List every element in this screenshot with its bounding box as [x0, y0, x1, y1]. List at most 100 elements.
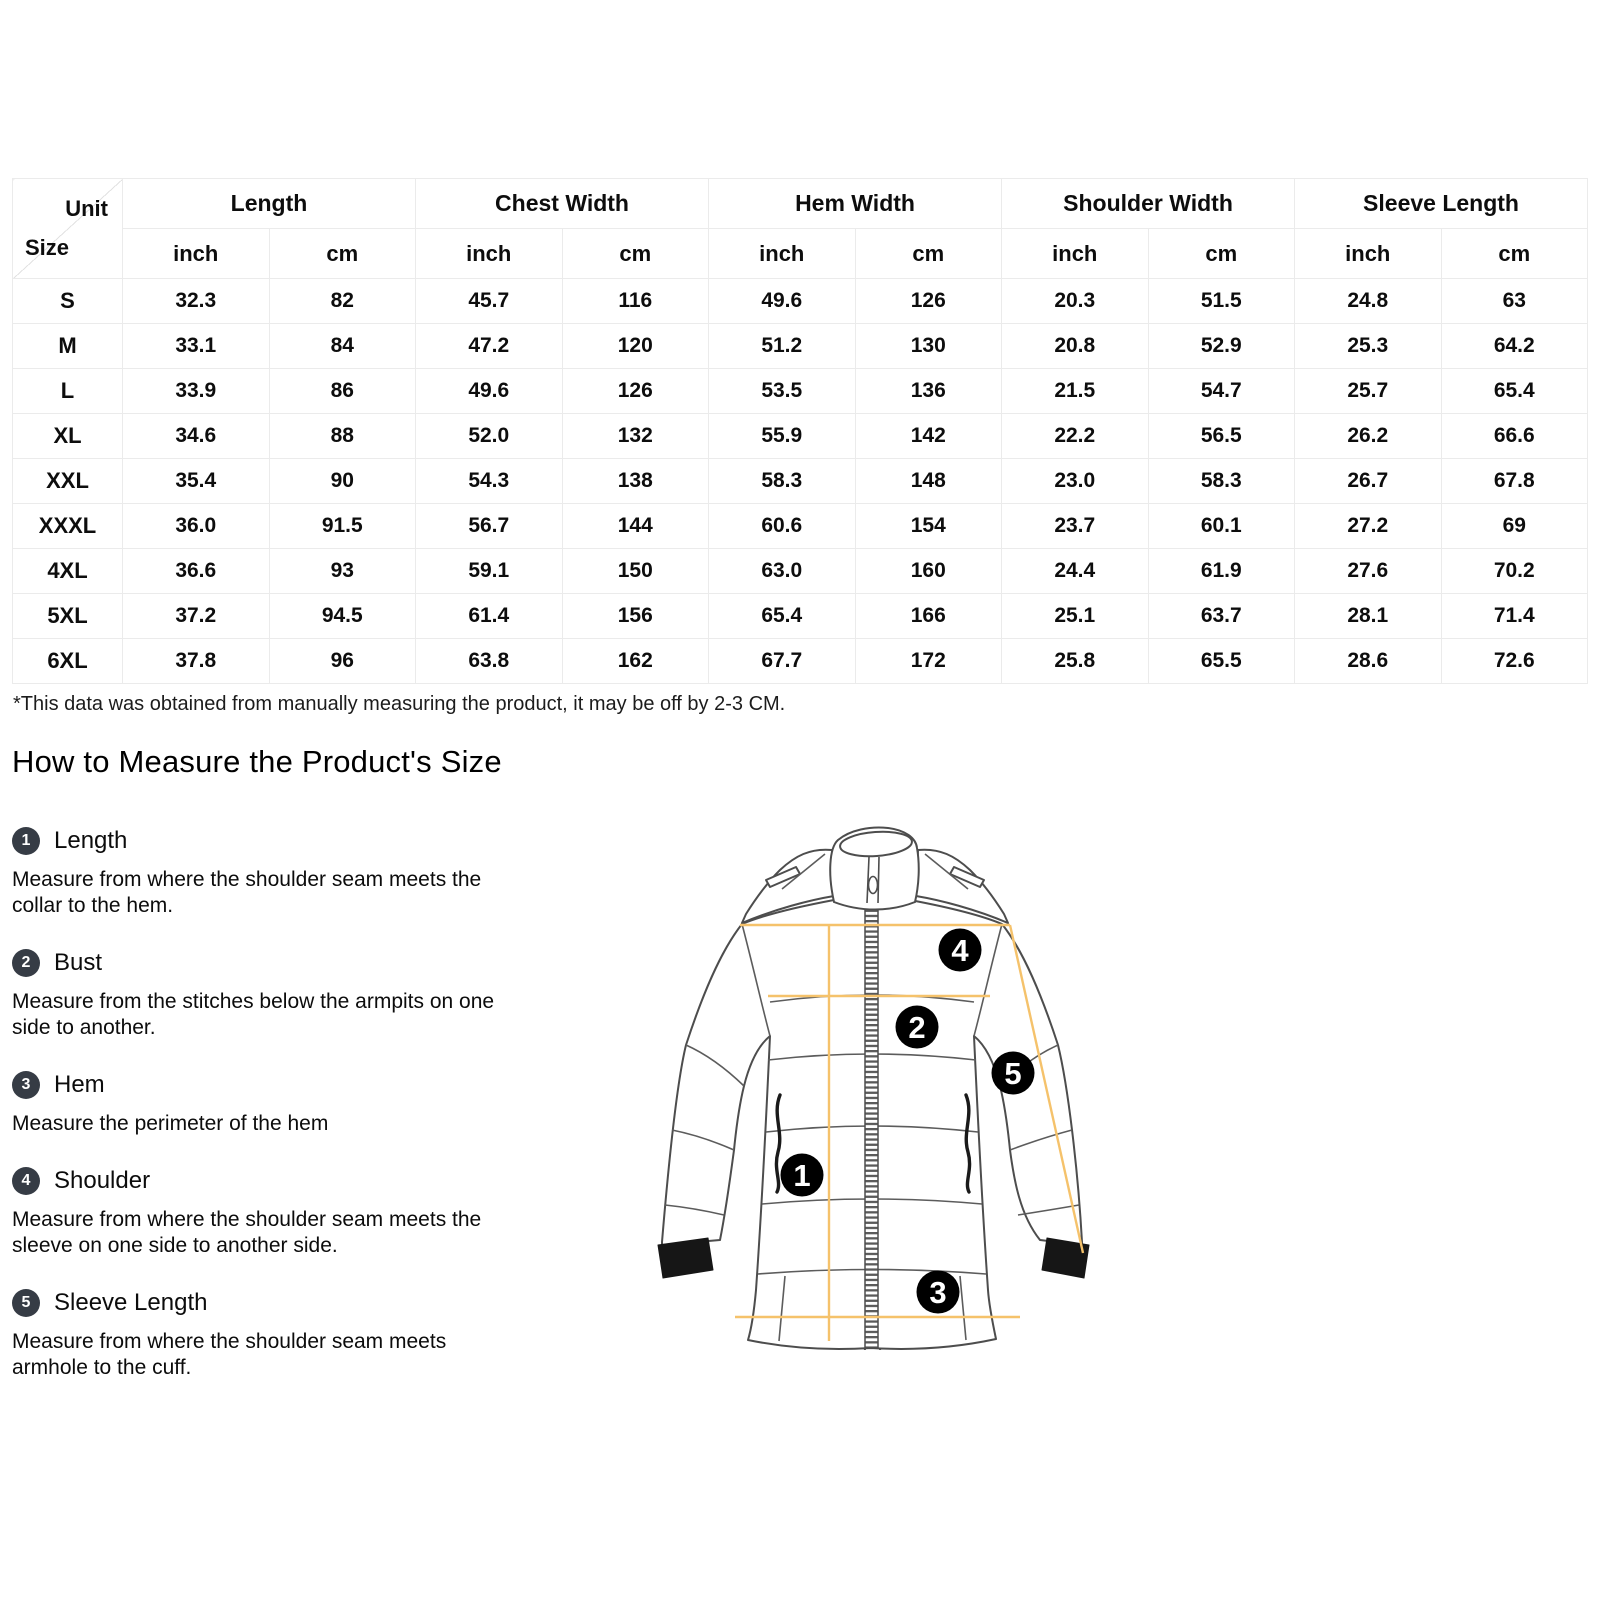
value-cell: 96 [268, 638, 416, 684]
value-cell: 126 [561, 368, 710, 414]
size-cell: 5XL [12, 593, 123, 639]
value-cell: 65.5 [1147, 638, 1296, 684]
value-cell: 71.4 [1440, 593, 1589, 639]
zipper-band [864, 855, 879, 1349]
size-cell: XXXL [12, 503, 123, 549]
table-row: M 33.1 84 47.2 120 51.2 130 20.8 52.9 25.3 64.2 [12, 323, 1589, 369]
value-cell: 136 [854, 368, 1003, 414]
value-cell: 93 [268, 548, 416, 594]
table-row: XXXL 36.0 91.5 56.7 144 60.6 154 23.7 60.1 27.2 69 [12, 503, 1589, 549]
value-cell: 37.2 [122, 593, 270, 639]
unit-header-cell: cm [1440, 228, 1589, 279]
value-cell: 55.9 [708, 413, 856, 459]
value-cell: 49.6 [708, 278, 856, 324]
measurement-disclaimer-note: *This data was obtained from manually me… [13, 693, 786, 715]
value-cell: 54.3 [415, 458, 563, 504]
value-cell: 142 [854, 413, 1003, 459]
value-cell: 25.1 [1001, 593, 1149, 639]
hood-outline [741, 848, 1009, 924]
size-cell: XL [12, 413, 123, 459]
value-cell: 52.9 [1147, 323, 1296, 369]
value-cell: 26.2 [1294, 413, 1442, 459]
value-cell: 132 [561, 413, 710, 459]
unit-header-cell: cm [268, 228, 416, 279]
guide-item-label: Length [54, 827, 128, 854]
guide-item-label: Hem [54, 1071, 105, 1098]
value-cell: 33.9 [122, 368, 270, 414]
value-cell: 25.8 [1001, 638, 1149, 684]
guide-item-label: Bust [54, 949, 103, 976]
value-cell: 51.2 [708, 323, 856, 369]
size-cell: L [12, 368, 123, 414]
value-cell: 148 [854, 458, 1003, 504]
value-cell: 35.4 [122, 458, 270, 504]
guide-item-header: 5 Sleeve Length [12, 1289, 572, 1317]
value-cell: 63.0 [708, 548, 856, 594]
corner-cell: Unit Size [12, 178, 123, 279]
value-cell: 138 [561, 458, 710, 504]
value-cell: 63 [1440, 278, 1589, 324]
value-cell: 27.2 [1294, 503, 1442, 549]
value-cell: 144 [561, 503, 710, 549]
drawstrings [774, 1093, 972, 1194]
value-cell: 61.9 [1147, 548, 1296, 594]
value-cell: 26.7 [1294, 458, 1442, 504]
guide-item-bust: 2 Bust Measure from the stitches below the… [12, 949, 572, 1041]
value-cell: 120 [561, 323, 710, 369]
column-group-hem-width: Hem Width [708, 178, 1003, 229]
value-cell: 27.6 [1294, 548, 1442, 594]
value-cell: 94.5 [268, 593, 416, 639]
value-cell: 28.6 [1294, 638, 1442, 684]
measurement-lines [735, 923, 1085, 1341]
diagram-badge-1-number: 1 [793, 1158, 810, 1193]
guide-item-length: 1 Length Measure from where the shoulder s… [12, 827, 572, 919]
unit-header-cell: inch [1294, 228, 1442, 279]
table-unit-header-row: inch cm inch cm inch cm inch cm inch cm [13, 228, 1589, 279]
guide-item-header: 1 Length [12, 827, 572, 855]
value-cell: 150 [561, 548, 710, 594]
value-cell: 52.0 [415, 413, 563, 459]
unit-header-cell: inch [1001, 228, 1149, 279]
value-cell: 70.2 [1440, 548, 1589, 594]
diagram-badge-2-number: 2 [908, 1010, 925, 1045]
guide-item-description: Measure the perimeter of the hem [12, 1112, 329, 1135]
value-cell: 33.1 [122, 323, 270, 369]
value-cell: 69 [1440, 503, 1589, 549]
guide-item-description: Measure from where the shoulder seam mee… [12, 868, 482, 917]
column-group-length: Length [122, 178, 416, 229]
unit-header-cell: inch [415, 228, 563, 279]
table-row: S 32.3 82 45.7 116 49.6 126 20.3 51.5 24.8 63 [12, 278, 1589, 324]
value-cell: 66.6 [1440, 413, 1589, 459]
jacket-illustration: 4 2 5 1 3 [657, 826, 1090, 1367]
unit-header-cell: cm [1147, 228, 1296, 279]
table-row: 4XL 36.6 93 59.1 150 63.0 160 24.4 61.9 27.6 70.2 [12, 548, 1589, 594]
value-cell: 166 [854, 593, 1003, 639]
corner-unit-label: Unit [65, 196, 108, 221]
guide-item-number-badge: 5 [12, 1289, 40, 1317]
diagram-badge-4: 4 [938, 928, 982, 972]
guide-item-header: 4 Shoulder [12, 1167, 572, 1195]
value-cell: 25.3 [1294, 323, 1442, 369]
collar-opening [839, 830, 913, 858]
value-cell: 67.7 [708, 638, 856, 684]
value-cell: 90 [268, 458, 416, 504]
value-cell: 82 [268, 278, 416, 324]
guide-item-sleeve-length: 5 Sleeve Length Measure from where the sho… [12, 1289, 572, 1381]
hood-fold-lines [781, 853, 969, 890]
value-cell: 63.7 [1147, 593, 1296, 639]
value-cell: 126 [854, 278, 1003, 324]
value-cell: 24.8 [1294, 278, 1442, 324]
unit-header-cell: cm [561, 228, 710, 279]
diagram-badge-3: 3 [916, 1270, 960, 1314]
diagram-badge-2: 2 [895, 1005, 939, 1049]
value-cell: 91.5 [268, 503, 416, 549]
guide-item-label: Shoulder [54, 1167, 151, 1194]
value-cell: 56.5 [1147, 413, 1296, 459]
value-cell: 60.1 [1147, 503, 1296, 549]
value-cell: 65.4 [708, 593, 856, 639]
value-cell: 20.8 [1001, 323, 1149, 369]
diagram-badge-3-number: 3 [929, 1275, 946, 1310]
value-cell: 21.5 [1001, 368, 1149, 414]
value-cell: 56.7 [415, 503, 563, 549]
table-row: XXL 35.4 90 54.3 138 58.3 148 23.0 58.3 26.7 67.8 [12, 458, 1589, 504]
